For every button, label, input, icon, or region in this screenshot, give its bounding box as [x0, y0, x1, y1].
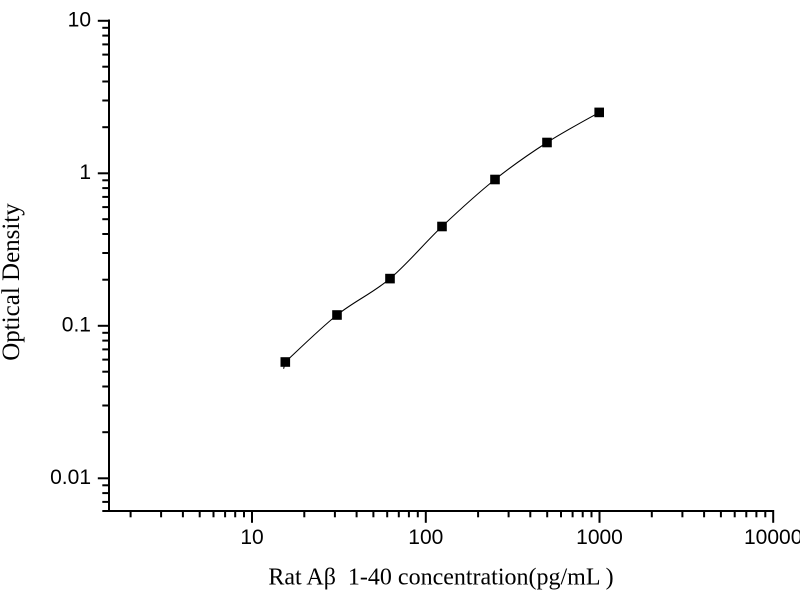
- svg-text:Rat Aβ 1-40 concentration(pg/: Rat Aβ 1-40 concentration(pg/mL ): [268, 565, 613, 591]
- svg-text:10: 10: [240, 526, 263, 549]
- svg-text:1: 1: [79, 161, 91, 184]
- svg-text:1000: 1000: [576, 526, 623, 549]
- svg-text:0.01: 0.01: [50, 466, 91, 489]
- svg-text:100: 100: [408, 526, 443, 549]
- svg-text:Optical Density: Optical Density: [0, 203, 25, 361]
- svg-text:0.1: 0.1: [62, 313, 91, 336]
- svg-text:10000: 10000: [744, 526, 800, 549]
- svg-text:10: 10: [68, 8, 91, 31]
